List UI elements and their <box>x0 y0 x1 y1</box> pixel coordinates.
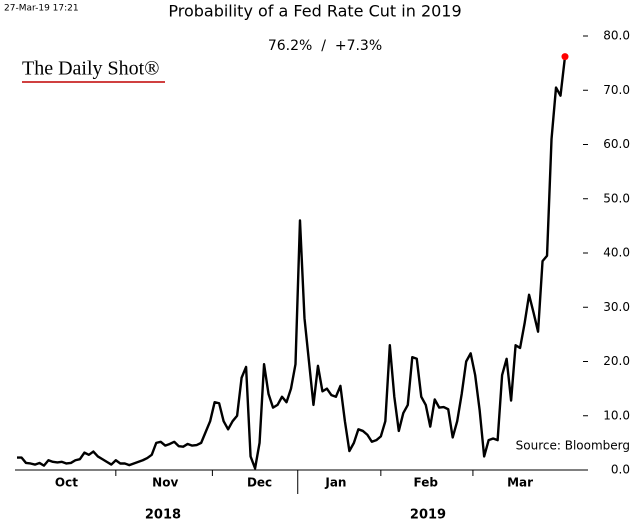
x-tick-label: Jan <box>324 476 346 490</box>
source: Source: Bloomberg <box>516 439 630 453</box>
x-tick-label: Dec <box>247 476 272 490</box>
x-tick-label: Oct <box>55 476 78 490</box>
y-tick-label: 0.0 <box>611 463 630 477</box>
x-tick-label: Mar <box>507 476 533 490</box>
year-label: 2018 <box>145 508 181 523</box>
y-tick-label: 10.0 <box>603 408 630 422</box>
y-tick-label: 70.0 <box>603 83 630 97</box>
logo: The Daily Shot® <box>22 58 159 80</box>
y-tick-label: 20.0 <box>603 354 630 368</box>
y-tick-label: 80.0 <box>603 29 630 43</box>
x-tick-label: Feb <box>414 476 439 490</box>
y-tick-label: 30.0 <box>603 300 630 314</box>
line-series <box>17 56 567 470</box>
last-point <box>561 53 569 61</box>
year-label: 2019 <box>410 508 446 523</box>
annotation: 76.2% / +7.3% <box>268 38 382 54</box>
timestamp: 27-Mar-19 17:21 <box>4 4 79 14</box>
chart-title: Probability of a Fed Rate Cut in 2019 <box>168 2 461 21</box>
y-tick-label: 60.0 <box>603 137 630 151</box>
y-tick-label: 50.0 <box>603 191 630 205</box>
x-tick-label: Nov <box>152 476 178 490</box>
y-tick-label: 40.0 <box>603 246 630 260</box>
